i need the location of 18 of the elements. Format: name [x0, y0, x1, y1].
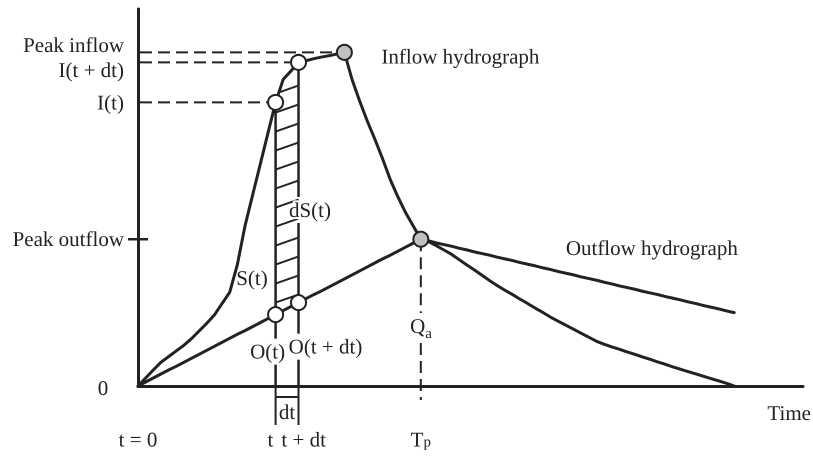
series-label: Inflow hydrograph: [381, 44, 540, 68]
annotation: O(t + dt): [288, 334, 362, 359]
x-axis-title: Time: [767, 401, 811, 425]
series-label: Outflow hydrograph: [566, 236, 738, 260]
x-tick-label: t: [268, 428, 274, 452]
ref-line-label: Peak inflow: [23, 32, 125, 57]
x-tick-label: t + dt: [281, 428, 326, 452]
x-tick-label: Tp: [410, 428, 431, 452]
annotation: 0: [98, 376, 108, 400]
annotation: O(t): [250, 340, 286, 364]
annotation: dS(t): [289, 198, 332, 222]
text: dt: [278, 400, 296, 424]
ref-line-label: I(t): [97, 90, 124, 114]
annotation: Q$_{a}$: [410, 314, 432, 342]
ref-line-label: I(t + dt): [58, 58, 124, 82]
ref-line-label: Peak outflow: [12, 227, 125, 252]
x-tick-label: t = 0: [118, 428, 158, 452]
annotation: S(t): [236, 266, 268, 290]
